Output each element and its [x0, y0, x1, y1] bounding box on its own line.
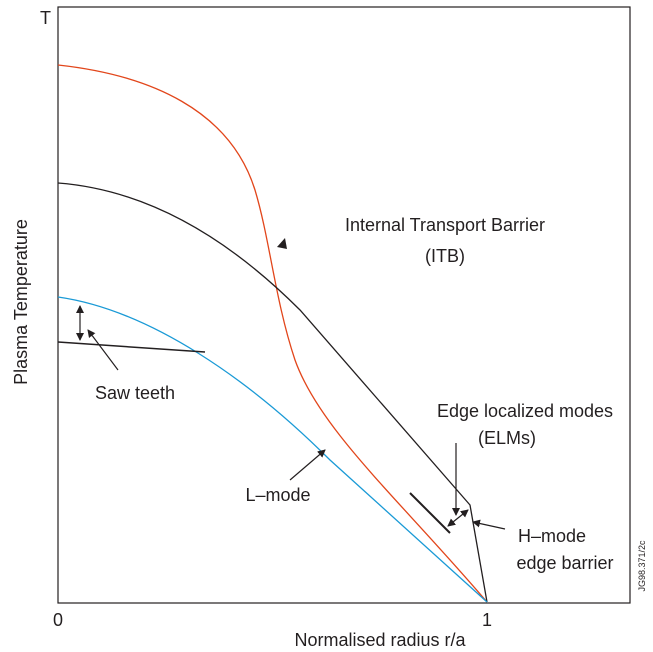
saw-teeth-arrow: [87, 329, 119, 371]
itb-label: (ITB): [425, 246, 465, 266]
itb-label: Internal Transport Barrier: [345, 215, 545, 235]
x-axis-label: Normalised radius r/a: [294, 630, 466, 650]
h-mode-label: H–mode: [518, 526, 586, 546]
l-mode-label: L–mode: [245, 485, 310, 505]
y-axis-label: Plasma Temperature: [11, 219, 31, 385]
h-mode-arrow: [472, 519, 506, 530]
itb-marker: [277, 238, 287, 249]
saw-teeth-label: Saw teeth: [95, 383, 175, 403]
l-mode-arrow: [289, 449, 326, 481]
elms-label: Edge localized modes: [437, 401, 613, 421]
y-top-label: T: [40, 8, 51, 28]
x-tick-label: 0: [53, 610, 63, 630]
x-tick-label: 1: [482, 610, 492, 630]
elms-double-arrow: [447, 509, 469, 527]
elms-label: (ELMs): [478, 428, 536, 448]
h-mode-curve: [57, 182, 488, 603]
l-mode-curve: [57, 296, 488, 603]
elm-line: [409, 492, 451, 534]
plot-frame: [57, 6, 631, 604]
saw-teeth-line: [57, 341, 206, 353]
h-mode-label: edge barrier: [516, 553, 613, 573]
itb-curve: [57, 64, 488, 603]
figure-id: JG98.371/2c: [637, 540, 647, 592]
